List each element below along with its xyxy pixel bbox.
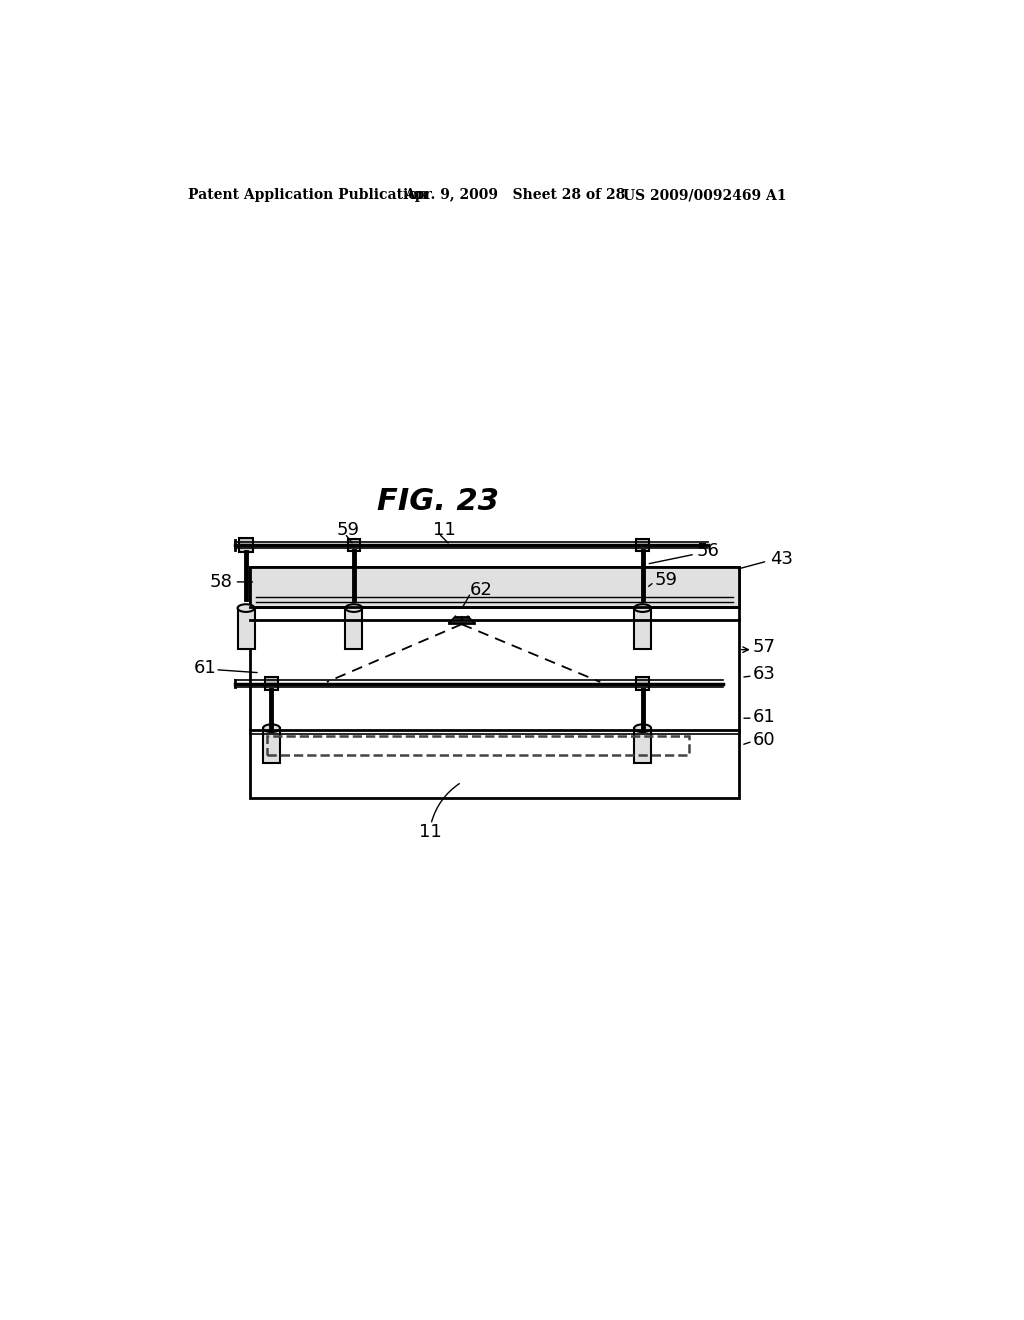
- Text: 60: 60: [753, 731, 775, 748]
- Ellipse shape: [634, 725, 651, 733]
- Ellipse shape: [634, 605, 651, 612]
- Bar: [240, 539, 253, 552]
- Text: 57: 57: [753, 639, 776, 656]
- Text: FIG. 23: FIG. 23: [377, 487, 499, 516]
- Bar: [267, 737, 689, 755]
- Bar: [345, 609, 362, 649]
- Text: US 2009/0092469 A1: US 2009/0092469 A1: [624, 189, 786, 202]
- Text: 56: 56: [696, 543, 720, 560]
- Text: Patent Application Publication: Patent Application Publication: [188, 189, 428, 202]
- Bar: [263, 729, 280, 763]
- Bar: [348, 539, 360, 552]
- Bar: [265, 677, 278, 689]
- Bar: [250, 566, 739, 797]
- Text: 43: 43: [770, 550, 793, 568]
- Ellipse shape: [238, 605, 255, 612]
- Ellipse shape: [345, 605, 362, 612]
- Text: 11: 11: [433, 520, 456, 539]
- Text: 59: 59: [654, 572, 677, 589]
- Ellipse shape: [263, 725, 280, 733]
- Text: 63: 63: [753, 665, 775, 684]
- Text: 59: 59: [336, 520, 359, 539]
- Bar: [250, 566, 739, 607]
- Text: Apr. 9, 2009   Sheet 28 of 28: Apr. 9, 2009 Sheet 28 of 28: [403, 189, 626, 202]
- Text: 58: 58: [209, 573, 232, 591]
- Bar: [637, 539, 649, 552]
- Text: 61: 61: [194, 659, 216, 677]
- Text: 62: 62: [469, 581, 493, 598]
- Bar: [634, 729, 651, 763]
- Text: 61: 61: [753, 708, 775, 726]
- Bar: [238, 609, 255, 649]
- Bar: [637, 677, 649, 689]
- Bar: [634, 609, 651, 649]
- Text: 11: 11: [420, 824, 442, 841]
